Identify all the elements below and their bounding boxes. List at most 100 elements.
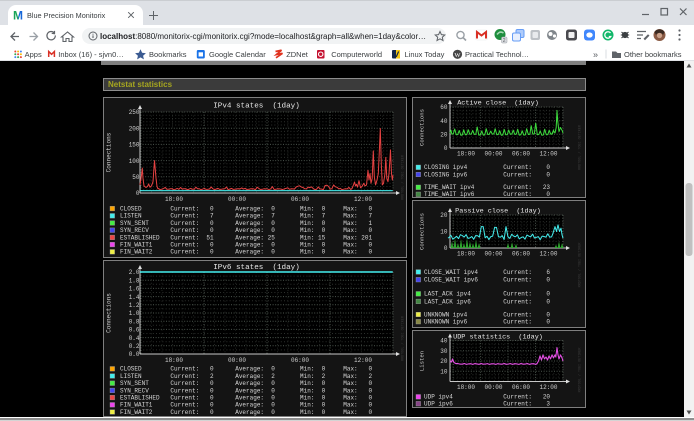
svg-text:Active close (1day): Active close (1day) xyxy=(457,100,539,108)
svg-text:00:00: 00:00 xyxy=(228,196,246,203)
svg-text:40: 40 xyxy=(440,118,448,125)
svg-text:TIME_WAIT ipv6 Current:: TIME_WAIT ipv6 Current: 0 xyxy=(424,191,550,198)
svg-text:Connections: Connections xyxy=(106,293,113,333)
svg-text:Passive close (1day): Passive close (1day) xyxy=(455,208,541,216)
svg-text:1.8: 1.8 xyxy=(129,277,140,284)
svg-text:20: 20 xyxy=(440,358,448,365)
svg-text:Other bookmarks: Other bookmarks xyxy=(624,50,682,59)
svg-text:0.8: 0.8 xyxy=(129,318,140,325)
svg-text:1.6: 1.6 xyxy=(129,286,140,293)
svg-text:18:00: 18:00 xyxy=(457,151,475,158)
svg-text:06:00: 06:00 xyxy=(512,384,530,391)
svg-text:Bookmarks: Bookmarks xyxy=(149,50,187,59)
svg-text:ESTABLISHED Current: 0: ESTABLISHED Current: 0 Average: 0 Min: 0… xyxy=(120,395,372,402)
svg-text:IPv4 states (1day): IPv4 states (1day) xyxy=(213,103,300,111)
svg-text:250: 250 xyxy=(129,109,140,116)
svg-text:12:00: 12:00 xyxy=(539,151,557,158)
svg-text:Practical Technol…: Practical Technol… xyxy=(465,50,529,59)
svg-text:1.4: 1.4 xyxy=(129,294,140,301)
svg-text:LAST_ACK ipv4 Current:: LAST_ACK ipv4 Current: 0 xyxy=(424,291,550,298)
svg-text:Computerworld: Computerworld xyxy=(331,50,382,59)
svg-text:RRDTOOL / TOBI OETIKER: RRDTOOL / TOBI OETIKER xyxy=(578,125,583,170)
svg-text:06:00: 06:00 xyxy=(512,151,530,158)
svg-text:50: 50 xyxy=(132,174,140,181)
svg-text:06:00: 06:00 xyxy=(512,251,530,258)
svg-text:06:00: 06:00 xyxy=(291,196,309,203)
svg-text:LISTEN Current: 2: LISTEN Current: 2 Average: 2 Min: 2 Max:… xyxy=(120,373,372,380)
svg-text:12:00: 12:00 xyxy=(354,357,372,364)
svg-text:00:00: 00:00 xyxy=(484,151,502,158)
svg-text:ZDNet: ZDNet xyxy=(286,50,309,59)
svg-text:FIN_WAIT2 Current: 0: FIN_WAIT2 Current: 0 Average: 0 Min: 0 M… xyxy=(120,249,372,256)
svg-text:SYN_SENT Current: 0: SYN_SENT Current: 0 Average: 0 Min: 0 Ma… xyxy=(120,220,372,227)
svg-text:0: 0 xyxy=(444,145,448,152)
svg-text:»: » xyxy=(593,50,598,60)
svg-text:60: 60 xyxy=(440,104,448,111)
svg-text:RRDTOOL / TOBI OETIKER: RRDTOOL / TOBI OETIKER xyxy=(578,348,583,393)
svg-text:UNKNOWN ipv4 Current:: UNKNOWN ipv4 Current: 0 xyxy=(424,311,550,318)
svg-text:00:00: 00:00 xyxy=(484,251,502,258)
svg-text:2: 2 xyxy=(503,38,506,44)
svg-text:Linux Today: Linux Today xyxy=(405,50,445,59)
svg-text:06:00: 06:00 xyxy=(291,357,309,364)
svg-text:10: 10 xyxy=(440,229,448,236)
svg-text:LISTEN Current: 7: LISTEN Current: 7 Average: 7 Min: 7 Max:… xyxy=(120,213,372,220)
svg-text:18:00: 18:00 xyxy=(165,196,183,203)
svg-text:W: W xyxy=(454,52,461,59)
svg-text:IPv6 states (1day): IPv6 states (1day) xyxy=(213,264,300,272)
svg-text:Connections: Connections xyxy=(419,213,426,250)
svg-text:CLOSING ipv4 Current:: CLOSING ipv4 Current: 0 xyxy=(424,164,550,171)
svg-text:18:00: 18:00 xyxy=(457,251,475,258)
svg-text:0.0: 0.0 xyxy=(129,351,140,358)
svg-text:0.2: 0.2 xyxy=(129,343,140,350)
svg-text:12:00: 12:00 xyxy=(354,196,372,203)
svg-text:30: 30 xyxy=(440,348,448,355)
svg-text:40: 40 xyxy=(440,338,448,345)
svg-text:2.0: 2.0 xyxy=(129,269,140,276)
svg-text:UNKNOWN ipv6 Current:: UNKNOWN ipv6 Current: 0 xyxy=(424,319,550,326)
svg-text:ESTABLISHED Current: 51: ESTABLISHED Current: 51 Average: 25 Min:… xyxy=(120,234,372,241)
svg-text:CLOSE_WAIT ipv6 Current:: CLOSE_WAIT ipv6 Current: 0 xyxy=(424,277,550,284)
svg-text:20: 20 xyxy=(440,132,448,139)
svg-text:0: 0 xyxy=(444,245,448,252)
svg-text:00:00: 00:00 xyxy=(484,384,502,391)
svg-text:SYN_SENT Current: 0: SYN_SENT Current: 0 Average: 0 Min: 0 Ma… xyxy=(120,380,372,387)
svg-text:UDP ipv6 Current:: UDP ipv6 Current: 3 xyxy=(424,401,550,408)
svg-text:CLOSED Current: 0: CLOSED Current: 0 Average: 0 Min: 0 Max:… xyxy=(120,206,372,213)
svg-text:RRDTOOL / TOBI OETIKER: RRDTOOL / TOBI OETIKER xyxy=(401,155,406,200)
svg-text:CLOSE_WAIT ipv4 Current:: CLOSE_WAIT ipv4 Current: 6 xyxy=(424,269,550,276)
svg-text:200: 200 xyxy=(129,125,140,132)
svg-text:RRDTOOL / TOBI OETIKER: RRDTOOL / TOBI OETIKER xyxy=(401,316,406,361)
svg-text:12:00: 12:00 xyxy=(539,251,557,258)
svg-text:FIN_WAIT2 Current: 0: FIN_WAIT2 Current: 0 Average: 0 Min: 0 M… xyxy=(120,409,372,416)
svg-text:RRDTOOL / TOBI OETIKER: RRDTOOL / TOBI OETIKER xyxy=(578,243,583,288)
svg-text:1.2: 1.2 xyxy=(129,302,140,309)
svg-text:Connections: Connections xyxy=(419,109,426,146)
svg-text:UDP ipv4 Current:: UDP ipv4 Current: 20 xyxy=(424,394,550,401)
svg-text:18:00: 18:00 xyxy=(457,384,475,391)
svg-text:12:00: 12:00 xyxy=(539,384,557,391)
svg-text:00:00: 00:00 xyxy=(228,357,246,364)
svg-text:CLOSING ipv6 Current:: CLOSING ipv6 Current: 0 xyxy=(424,171,550,178)
svg-text:Apps: Apps xyxy=(25,50,42,59)
svg-text:0.6: 0.6 xyxy=(129,327,140,334)
svg-text:UDP statistics (1day): UDP statistics (1day) xyxy=(453,334,543,342)
svg-text:0: 0 xyxy=(136,190,140,197)
svg-text:CLOSED Current: 0: CLOSED Current: 0 Average: 0 Min: 0 Max:… xyxy=(120,366,372,373)
svg-text:20: 20 xyxy=(440,212,448,219)
svg-text:SYN_RECV Current: 0: SYN_RECV Current: 0 Average: 0 Min: 0 Ma… xyxy=(120,387,372,394)
svg-text:Google Calendar: Google Calendar xyxy=(209,50,266,59)
svg-text:TIME_WAIT ipv4 Current:: TIME_WAIT ipv4 Current: 23 xyxy=(424,184,550,191)
svg-text:M: M xyxy=(13,9,23,21)
svg-text:LAST_ACK ipv6 Current:: LAST_ACK ipv6 Current: 0 xyxy=(424,298,550,305)
svg-text:FIN_WAIT1 Current: 0: FIN_WAIT1 Current: 0 Average: 0 Min: 0 M… xyxy=(120,402,372,409)
svg-text:Inbox (16) - sjvn0…: Inbox (16) - sjvn0… xyxy=(58,50,123,59)
svg-text:100: 100 xyxy=(129,158,140,165)
svg-text:FIN_WAIT1 Current: 0: FIN_WAIT1 Current: 0 Average: 0 Min: 0 M… xyxy=(120,242,372,249)
svg-text:18:00: 18:00 xyxy=(165,357,183,364)
svg-text:SYN_RECV Current: 0: SYN_RECV Current: 0 Average: 0 Min: 0 Ma… xyxy=(120,227,372,234)
svg-text:10: 10 xyxy=(440,368,448,375)
svg-text:150: 150 xyxy=(129,142,140,149)
svg-text:0.4: 0.4 xyxy=(129,335,140,342)
svg-text:Connections: Connections xyxy=(106,132,113,172)
